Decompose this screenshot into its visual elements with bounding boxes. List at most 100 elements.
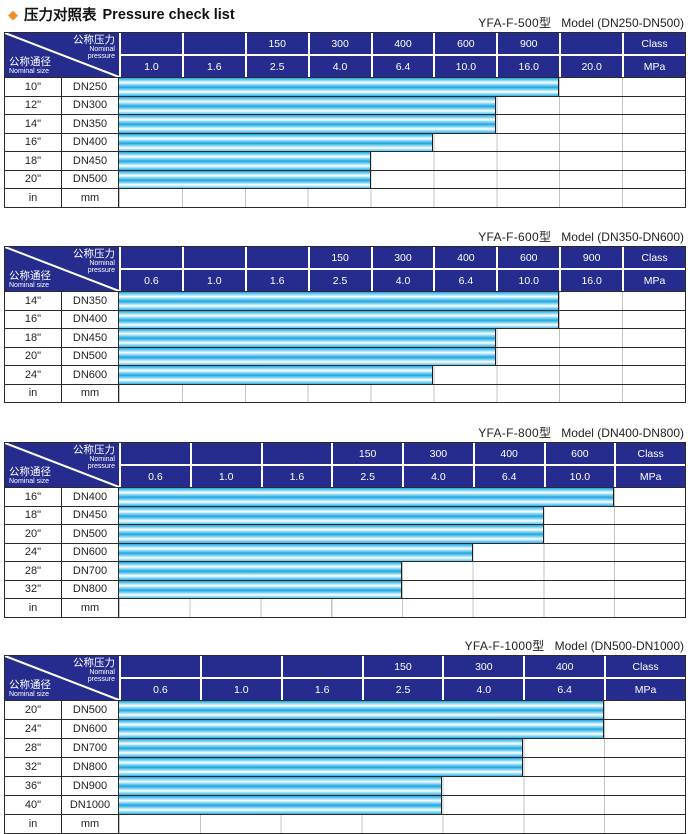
corner-nominal-pressure-label: 公称压力 Nominal pressure xyxy=(73,444,115,471)
size-inch-cell: 18" xyxy=(5,506,62,524)
size-inch-cell: 20" xyxy=(5,701,62,719)
mpa-unit-cell: MPa xyxy=(616,466,685,487)
pressure-range-bar xyxy=(119,580,402,598)
mpa-value-cell: 4.0 xyxy=(444,679,524,700)
caption-model: YFA-F-600型 xyxy=(478,230,552,244)
table-row: 14" DN350 xyxy=(5,291,685,310)
size-inch-cell: 10" xyxy=(5,78,62,96)
pressure-range-bar xyxy=(119,720,605,738)
table-row: 16" DN400 xyxy=(5,487,685,506)
inch-unit-cell: in xyxy=(5,189,62,207)
class-unit-cell: Class xyxy=(606,656,685,677)
mpa-value-cell: 4.0 xyxy=(372,270,434,291)
size-inch-cell: 28" xyxy=(5,739,62,757)
pressure-range-cell xyxy=(119,701,685,719)
class-value-cell xyxy=(121,33,182,54)
class-value-cell: 400 xyxy=(525,656,605,677)
pressure-range-bar xyxy=(119,525,544,543)
size-dn-cell: DN400 xyxy=(62,310,119,328)
pressure-range-cell xyxy=(119,366,685,384)
size-inch-cell: 16" xyxy=(5,133,62,151)
corner-nominal-pressure-label: 公称压力 Nominal pressure xyxy=(73,657,115,684)
table-header: 公称压力 Nominal pressure 公称通径 Nominal size 150 30… xyxy=(5,443,685,487)
pressure-range-bar xyxy=(119,543,473,561)
pressure-range-cell xyxy=(119,310,685,328)
pressure-range-cell xyxy=(119,329,685,347)
class-value-cell: 150 xyxy=(363,656,443,677)
table-row: 18" DN450 xyxy=(5,505,685,524)
size-dn-cell: DN350 xyxy=(62,115,119,133)
pressure-range-bar xyxy=(119,170,371,188)
diamond-icon: ◆ xyxy=(8,7,18,22)
units-row: in mm xyxy=(5,598,685,617)
size-inch-cell: 24" xyxy=(5,366,62,384)
mpa-value-cell: 10.0 xyxy=(498,270,560,291)
class-value-cell: 300 xyxy=(309,33,371,54)
caption-range: Model (DN500-DN1000) xyxy=(554,639,684,653)
inch-unit-cell: in xyxy=(5,815,62,833)
mpa-value-cell: 4.0 xyxy=(309,56,371,77)
class-value-cell: 600 xyxy=(498,247,560,268)
pressure-range-bar xyxy=(119,739,524,757)
class-unit-cell: Class xyxy=(624,247,685,268)
table-row: 18" DN450 xyxy=(5,328,685,347)
pressure-range-bar xyxy=(119,506,544,524)
mpa-value-cell: 1.6 xyxy=(183,56,245,77)
header-grid: 150 300 400 600 900 Class 0.6 1.0 1.6 2.5 4.0 6.4 10… xyxy=(119,247,685,291)
pressure-range-cell xyxy=(119,115,685,133)
size-inch-cell: 24" xyxy=(5,720,62,738)
size-dn-cell: DN250 xyxy=(62,78,119,96)
size-dn-cell: DN600 xyxy=(62,720,119,738)
pressure-range-cell xyxy=(119,506,685,524)
size-dn-cell: DN800 xyxy=(62,758,119,776)
units-row: in mm xyxy=(5,814,685,833)
table-row: 16" DN400 xyxy=(5,132,685,151)
header-corner-cell: 公称压力 Nominal pressure 公称通径 Nominal size xyxy=(5,247,119,291)
table-row: 20" DN500 xyxy=(5,169,685,188)
mpa-value-cell: 4.0 xyxy=(404,466,473,487)
mpa-value-cell: 2.5 xyxy=(309,270,371,291)
diagonal-divider-icon xyxy=(5,247,119,291)
table-row: 24" DN600 xyxy=(5,365,685,384)
table-row: 36" DN900 xyxy=(5,776,685,795)
class-value-cell: 400 xyxy=(372,33,434,54)
pressure-range-cell xyxy=(119,78,685,96)
caption-model: YFA-F-500型 xyxy=(478,16,552,30)
inch-unit-cell: in xyxy=(5,384,62,402)
pressure-range-cell xyxy=(119,580,685,598)
caption-model: YFA-F-800型 xyxy=(478,426,552,440)
size-inch-cell: 28" xyxy=(5,562,62,580)
pressure-range-cell xyxy=(119,543,685,561)
pressure-table: 公称压力 Nominal pressure 公称通径 Nominal size 150 30… xyxy=(4,655,686,834)
pressure-range-bar xyxy=(119,562,402,580)
class-row: 150 300 400 600 900 Class xyxy=(121,33,685,54)
header-corner-cell: 公称压力 Nominal pressure 公称通径 Nominal size xyxy=(5,33,119,77)
class-value-cell xyxy=(121,247,182,268)
class-value-cell xyxy=(183,247,245,268)
table-row: 20" DN500 xyxy=(5,346,685,365)
class-value-cell: 300 xyxy=(444,656,524,677)
mpa-value-cell: 2.5 xyxy=(246,56,308,77)
mm-unit-cell: mm xyxy=(62,384,119,402)
size-inch-cell: 40" xyxy=(5,796,62,814)
size-inch-cell: 20" xyxy=(5,525,62,543)
pressure-table: 公称压力 Nominal pressure 公称通径 Nominal size 150 30… xyxy=(4,246,686,403)
size-inch-cell: 18" xyxy=(5,152,62,170)
size-dn-cell: DN700 xyxy=(62,739,119,757)
pressure-range-cell xyxy=(119,96,685,114)
mpa-row: 0.6 1.0 1.6 2.5 4.0 6.4 10.0 MPa xyxy=(121,466,685,487)
class-unit-cell: Class xyxy=(616,443,685,464)
header-grid: 150 300 400 600 Class 0.6 1.0 1.6 2.5 4.0 6.4 10.0 M… xyxy=(119,443,685,487)
table-row: 24" DN600 xyxy=(5,542,685,561)
size-dn-cell: DN600 xyxy=(62,543,119,561)
pressure-range-cell xyxy=(119,796,685,814)
table-caption: YFA-F-600型 Model (DN350-DN600) xyxy=(4,228,684,245)
pressure-range-bar xyxy=(119,329,497,347)
mpa-unit-cell: MPa xyxy=(624,56,685,77)
class-value-cell: 600 xyxy=(545,443,615,464)
class-value-cell xyxy=(201,656,281,677)
size-dn-cell: DN500 xyxy=(62,347,119,365)
class-value-cell xyxy=(121,656,200,677)
diagonal-divider-icon xyxy=(5,443,119,487)
mpa-value-cell: 1.0 xyxy=(121,56,182,77)
